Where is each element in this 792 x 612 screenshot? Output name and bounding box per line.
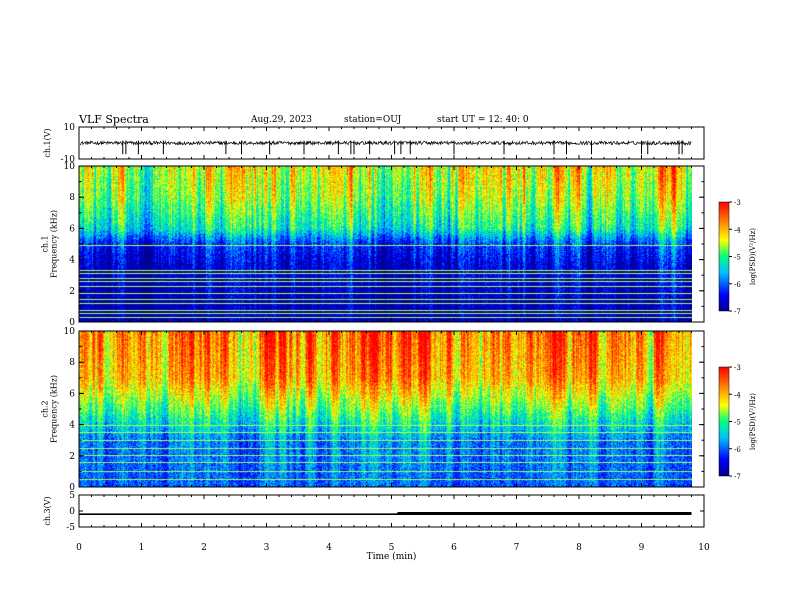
- ch3-ytick-label: -5: [66, 523, 75, 533]
- ch1-ytick-label: -10: [61, 155, 76, 165]
- time-tick-label: 6: [451, 543, 457, 553]
- time-tick-label: 1: [139, 543, 145, 553]
- freq-tick-label: 10: [64, 327, 76, 337]
- ch1-waveform-line: [80, 139, 692, 147]
- ch3-ytick-label: 0: [69, 507, 75, 517]
- time-tick-label: 0: [76, 543, 82, 553]
- spectrogram-ylabel: ch.2Frequency (kHz): [41, 375, 59, 443]
- colorbar-tick-label: -6: [734, 446, 741, 454]
- ch1-spectrogram-panel: 0 2 4 6 8 10 ch.1Frequency (kHz): [41, 162, 705, 328]
- colorbar-label: log(PSD)(V²/Hz): [749, 228, 757, 285]
- freq-tick-label: 2: [69, 452, 75, 462]
- colorbar-tick-label: -6: [734, 281, 741, 289]
- time-tick-label: 2: [201, 543, 207, 553]
- freq-tick-label: 0: [69, 483, 75, 493]
- ch3-ylabel: ch.3(V): [43, 496, 52, 525]
- spectrogram-ylabel: ch.1Frequency (kHz): [41, 210, 59, 278]
- ch3-voltage-panel: 5 0 -5 ch.3(V): [43, 491, 705, 533]
- colorbar-tick-label: -4: [734, 226, 741, 234]
- ch3-ytick-label: 5: [69, 491, 75, 501]
- time-tick-label: 9: [639, 543, 645, 553]
- ch3-frame: [78, 494, 705, 528]
- colorbar-tick-label: -4: [734, 391, 741, 399]
- colorbar-label: log(PSD)(V²/Hz): [749, 393, 757, 450]
- freq-tick-label: 8: [69, 193, 75, 203]
- time-tick-label: 8: [576, 543, 582, 553]
- freq-tick-label: 6: [69, 224, 75, 234]
- colorbar-tick-label: -7: [734, 473, 741, 481]
- time-tick-label: 10: [698, 543, 710, 553]
- colorbar-tick-label: -3: [734, 199, 741, 207]
- time-tick-label: 3: [264, 543, 270, 553]
- freq-tick-label: 4: [69, 256, 75, 266]
- ch2-spectrogram-image: [79, 331, 692, 487]
- time-axis: 0 1 2 3 4 5 6 7 8 9 10 Time (min): [76, 543, 710, 562]
- colorbars: -3 -4 -5 -6 -7 log(PSD)(V²/Hz) -3 -4 -5 -6 -7 log(P…: [718, 199, 757, 481]
- colorbar-tick-label: -3: [734, 364, 741, 372]
- ch1-waveform-panel: 10 -10 ch.1(V): [43, 123, 705, 165]
- ch1-ylabel: ch.1(V): [43, 128, 52, 157]
- colorbar-tick-label: -5: [734, 254, 741, 262]
- colorbar: [718, 201, 730, 312]
- chart-title: VLF Spectra: [79, 113, 149, 126]
- colorbar-tick-label: -5: [734, 419, 741, 427]
- ch1-spectrogram-image: [79, 166, 692, 322]
- freq-tick-label: 10: [64, 162, 76, 172]
- ch2-spectrogram-panel: 0 2 4 6 8 10 ch.2Frequency (kHz): [41, 327, 705, 493]
- ch1-ytick-label: 10: [64, 123, 76, 133]
- time-tick-label: 4: [326, 543, 332, 553]
- start-time-label: start UT = 12: 40: 0: [437, 115, 529, 125]
- station-label: station=OUJ: [344, 115, 402, 125]
- time-tick-label: 7: [514, 543, 520, 553]
- colorbar: [718, 366, 730, 477]
- freq-tick-label: 2: [69, 287, 75, 297]
- time-tick-label: 5: [389, 543, 395, 553]
- freq-tick-label: 4: [69, 421, 75, 431]
- freq-tick-label: 8: [69, 358, 75, 368]
- date-label: Aug.29, 2023: [251, 115, 312, 125]
- freq-tick-label: 0: [69, 318, 75, 328]
- colorbar-tick-label: -7: [734, 308, 741, 316]
- freq-tick-label: 6: [69, 389, 75, 399]
- time-axis-label: Time (min): [367, 551, 417, 562]
